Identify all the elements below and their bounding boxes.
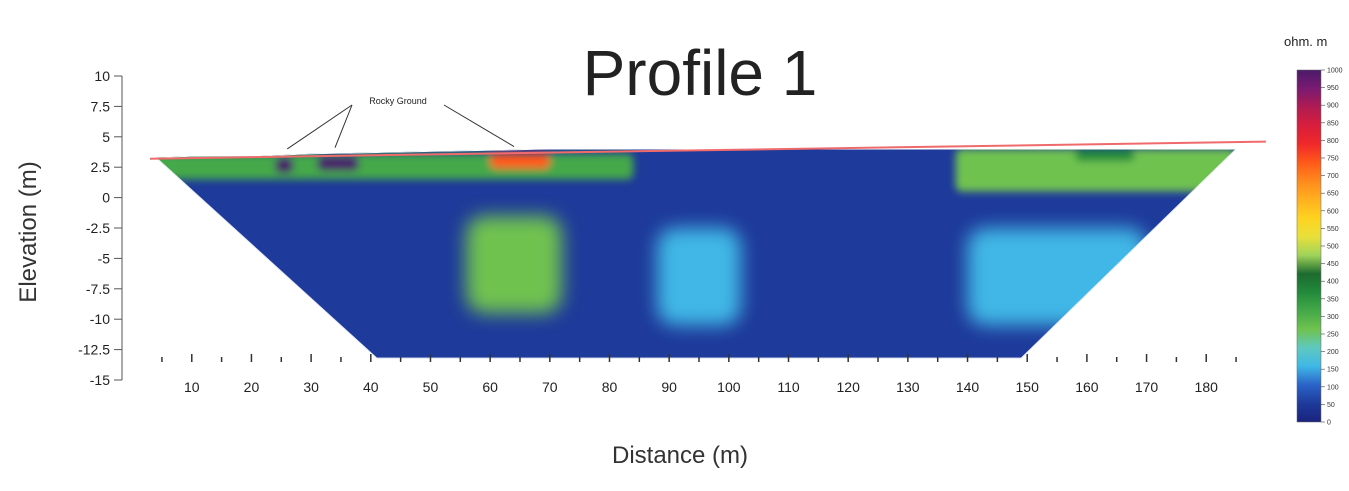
annotation-leader [334,104,353,148]
ground-surface-line [149,140,1266,160]
colorbar-tick-label: 700 [1327,173,1339,180]
x-tick-label: 130 [896,379,920,395]
y-tick-label: 10 [94,68,110,84]
resistivity-anomaly [490,153,550,169]
x-axis-label: Distance (m) [612,442,748,469]
annotation-leader [443,104,515,147]
colorbar-tick-label: 600 [1327,208,1339,215]
resistivity-anomaly [1074,149,1135,162]
y-tick-label: 7.5 [91,98,111,114]
colorbar-ramp [1296,69,1322,423]
colorbar-tick-label: 200 [1327,349,1339,356]
resistivity-anomaly [955,149,1237,192]
x-tick-label: 80 [602,379,618,395]
colorbar-tick-label: 400 [1327,279,1339,286]
resistivity-anomaly [275,157,294,174]
colorbar-tick-label: 450 [1327,261,1339,268]
near-surface-group [156,149,1237,192]
y-tick-label: -10 [90,311,110,327]
y-tick-label: 2.5 [91,159,111,175]
colorbar-tick-label: 750 [1327,156,1339,163]
x-tick-label: 20 [244,379,260,395]
x-tick-label: 160 [1075,379,1099,395]
x-tick-label: 70 [542,379,558,395]
x-tick-label: 120 [837,379,861,395]
resistivity-anomaly [967,228,1147,326]
x-tick-label: 110 [777,379,800,395]
resistivity-anomaly [466,215,562,314]
x-tick-label: 100 [717,379,741,395]
colorbar-tick-label: 850 [1327,120,1339,127]
y-tick-label: -15 [90,372,110,388]
x-tick-label: 150 [1016,379,1040,395]
colorbar-tick-label: 150 [1327,367,1339,374]
y-tick-label: -5 [98,250,111,266]
colorbar: ohm. m 0 50 100 150 200 250 300 350 400 450 500 550… [1284,34,1343,427]
x-tick-label: 50 [423,379,439,395]
resistivity-section [156,149,1237,359]
colorbar-tick-label: 300 [1327,314,1339,321]
y-tick-label: -12.5 [78,342,110,358]
axes: 10 7.5 5 2.5 0 -2.5 -5 -7.5 -10 -12.5 -15 10 20 30 40 5… [78,68,1237,395]
y-axis-label: Elevation (m) [15,161,42,302]
resistivity-anomaly [657,228,741,326]
y-tick-label: 0 [102,190,110,206]
colorbar-tick-label: 500 [1327,244,1339,251]
y-tick-label: 5 [102,129,110,145]
x-tick-label: 60 [482,379,498,395]
x-tick-label: 30 [303,379,319,395]
colorbar-tick-label: 650 [1327,191,1339,198]
x-tick-label: 140 [956,379,980,395]
colorbar-tick-label: 950 [1327,85,1339,92]
colorbar-tick-label: 50 [1327,402,1335,409]
colorbar-tick-label: 0 [1327,420,1331,427]
colorbar-tick-label: 550 [1327,226,1339,233]
y-tick-label: -2.5 [86,220,110,236]
y-tick-label: -7.5 [86,281,110,297]
colorbar-tick-label: 250 [1327,332,1339,339]
x-tick-label: 10 [184,379,200,395]
x-tick-label: 170 [1135,379,1159,395]
overlay: Rocky Ground [149,96,1266,160]
x-tick-label: 40 [363,379,379,395]
rocky-ground-label: Rocky Ground [369,96,427,106]
annotation-leader [286,104,353,150]
x-tick-label: 180 [1195,379,1219,395]
colorbar-tick-label: 1000 [1327,68,1343,75]
colorbar-tick-label: 900 [1327,103,1339,110]
colorbar-tick-label: 100 [1327,384,1339,391]
colorbar-tick-label: 350 [1327,296,1339,303]
colorbar-unit: ohm. m [1284,34,1327,49]
x-tick-label: 90 [661,379,677,395]
resistivity-anomaly [317,156,359,171]
chart-title: Profile 1 [583,37,818,109]
colorbar-tick-label: 800 [1327,138,1339,145]
